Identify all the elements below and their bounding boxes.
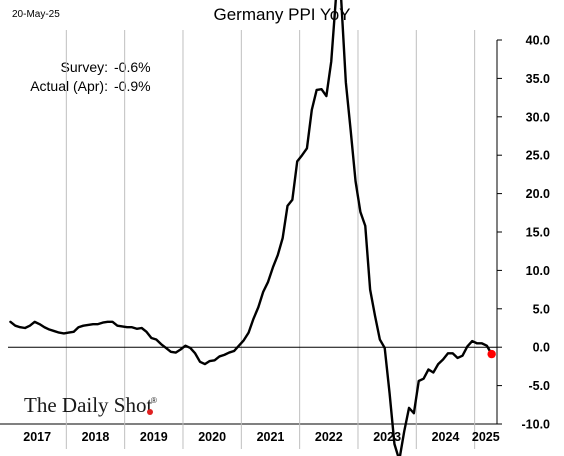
- date-stamp: 20-May-25: [12, 9, 60, 20]
- actual-label: Actual (Apr):: [30, 78, 108, 94]
- daily-shot-logo: The Daily Shot ®: [24, 393, 157, 417]
- x-year-label: 2017: [23, 430, 51, 444]
- survey-label: Survey:: [61, 59, 108, 75]
- x-year-label: 2019: [140, 430, 168, 444]
- y-tick-label: 40.0: [526, 34, 550, 48]
- x-year-label: 2024: [432, 430, 460, 444]
- x-year-label: 2021: [257, 430, 285, 444]
- y-axis-ticks: -10.0 -5.0 0.0 5.0 10.0 15.0 20.0 25.0 30.0 35.0 4…: [496, 34, 551, 432]
- series-line-ppi-yoy: [9, 0, 493, 456]
- y-tick-label: -10.0: [522, 418, 551, 432]
- actual-value: -0.9%: [114, 78, 151, 94]
- logo-registered-mark: ®: [151, 396, 157, 405]
- x-year-label: 2025: [472, 430, 500, 444]
- y-tick-label: 25.0: [526, 149, 550, 163]
- x-axis-labels: 2017 2018 2019 2020 2021 2022 2023 2024 2025: [23, 430, 500, 444]
- y-tick-label: 0.0: [533, 341, 550, 355]
- y-tick-label: 10.0: [526, 264, 550, 278]
- survey-value: -0.6%: [114, 59, 151, 75]
- x-year-label: 2018: [82, 430, 110, 444]
- y-tick-label: 15.0: [526, 226, 550, 240]
- x-year-label: 2022: [315, 430, 343, 444]
- x-year-label: 2023: [373, 430, 401, 444]
- logo-text: The Daily Shot: [24, 393, 152, 417]
- y-tick-label: 5.0: [533, 302, 550, 316]
- x-year-label: 2020: [198, 430, 226, 444]
- y-tick-label: 30.0: [526, 110, 550, 124]
- y-tick-label: 20.0: [526, 187, 550, 201]
- y-tick-label: -5.0: [528, 379, 550, 393]
- y-tick-label: 35.0: [526, 72, 550, 86]
- chart-title: Germany PPI YoY: [213, 5, 350, 24]
- latest-value-marker: [487, 349, 496, 359]
- logo-dot: [147, 409, 153, 415]
- year-divider-lines: [0, 30, 497, 449]
